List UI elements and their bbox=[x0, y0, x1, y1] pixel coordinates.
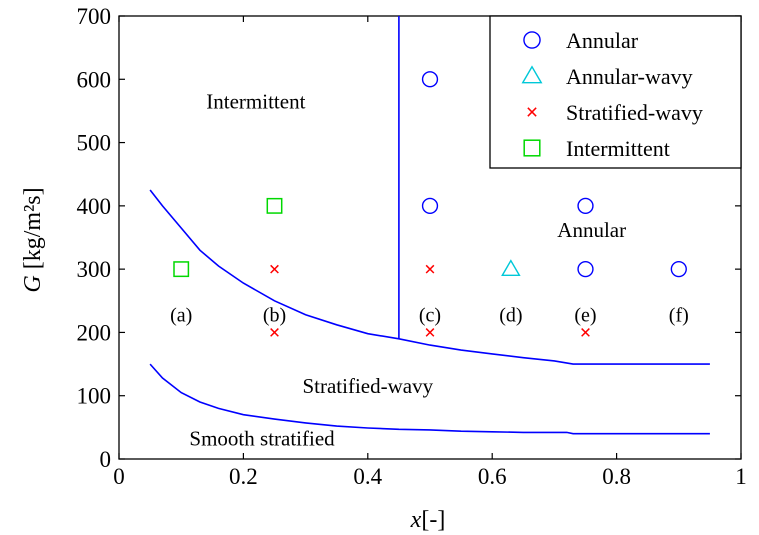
x-tick-label: 1 bbox=[735, 464, 747, 489]
x-tick-label: 0.8 bbox=[602, 464, 631, 489]
annular-marker bbox=[421, 71, 439, 88]
x-tick-label: 0.6 bbox=[478, 464, 507, 489]
y-tick-label: 500 bbox=[77, 131, 112, 156]
x-stroke bbox=[270, 328, 279, 337]
intermittent-marker bbox=[523, 139, 541, 157]
point-label: (d) bbox=[499, 304, 522, 326]
y-tick-label: 400 bbox=[77, 194, 112, 219]
point-label: (e) bbox=[574, 304, 596, 326]
intermittent-marker bbox=[266, 197, 283, 214]
stratified-wavy-marker bbox=[527, 107, 537, 117]
annular-wavy-marker bbox=[521, 65, 543, 84]
point-label: (c) bbox=[419, 304, 441, 326]
stratified-wavy-marker bbox=[581, 328, 590, 337]
y-axis-label: G[kg/m²s] bbox=[20, 187, 46, 292]
x-axis-ticks: 0 0.2 0.4 0.6 0.8 1 bbox=[113, 16, 747, 489]
legend-label: Intermittent bbox=[566, 136, 670, 161]
annular-marker bbox=[421, 197, 439, 214]
y-axis-ticks: 0 100 200 300 400 500 600 700 bbox=[77, 4, 741, 472]
annular-marker bbox=[670, 261, 687, 278]
boundary-line-stratified-wavy-smooth-stratified bbox=[149, 363, 710, 435]
y-tick-label: 600 bbox=[77, 67, 112, 92]
plot-area-border bbox=[118, 15, 742, 460]
legend-label: Annular-wavy bbox=[566, 64, 693, 89]
region-labels: Intermittent Annular Stratified-wavy Smooth… bbox=[189, 89, 626, 450]
point-label: (a) bbox=[170, 304, 192, 326]
legend-label: Annular bbox=[566, 28, 639, 53]
stratified-wavy-marker bbox=[425, 328, 435, 337]
x-stroke bbox=[270, 264, 279, 274]
x-stroke bbox=[527, 107, 537, 117]
y-tick-label: 700 bbox=[77, 4, 112, 29]
x-axis-label: x[-] bbox=[410, 507, 446, 533]
region-label: Intermittent bbox=[206, 89, 305, 113]
legend: Annular Annular-wavy Stratified-wavy Interm… bbox=[489, 15, 742, 169]
x-tick-label: 0.2 bbox=[229, 464, 258, 489]
legend-box bbox=[489, 15, 742, 169]
boundary-line-intermittent-stratified-wavy-annular bbox=[149, 189, 710, 365]
stratified-wavy-marker bbox=[425, 264, 435, 274]
x-stroke bbox=[425, 264, 435, 274]
x-tick-label: 0.4 bbox=[353, 464, 382, 489]
region-label: Smooth stratified bbox=[189, 427, 335, 451]
data-markers bbox=[173, 71, 687, 337]
y-tick-label: 0 bbox=[100, 447, 112, 472]
point-label: (f) bbox=[669, 304, 689, 326]
annular-marker bbox=[577, 197, 594, 214]
point-label: (b) bbox=[263, 304, 286, 326]
y-tick-label: 300 bbox=[77, 257, 112, 282]
stratified-wavy-marker bbox=[270, 328, 279, 337]
x-stroke bbox=[425, 328, 435, 337]
y-tick-label: 200 bbox=[77, 320, 112, 345]
region-label: Annular bbox=[557, 218, 626, 242]
plot-frame bbox=[118, 15, 742, 460]
annular-wavy-marker bbox=[501, 259, 521, 277]
boundary-lines bbox=[149, 16, 710, 435]
x-stroke bbox=[581, 328, 590, 337]
intermittent-marker bbox=[173, 261, 190, 278]
annular-marker bbox=[523, 31, 541, 49]
annular-marker bbox=[577, 261, 594, 278]
stratified-wavy-marker bbox=[270, 264, 279, 274]
point-labels: (a) (b) (c) (d) (e) (f) bbox=[170, 304, 689, 326]
legend-label: Stratified-wavy bbox=[566, 100, 703, 125]
y-tick-label: 100 bbox=[77, 384, 112, 409]
x-tick-label: 0 bbox=[113, 464, 125, 489]
region-label: Stratified-wavy bbox=[302, 374, 433, 398]
